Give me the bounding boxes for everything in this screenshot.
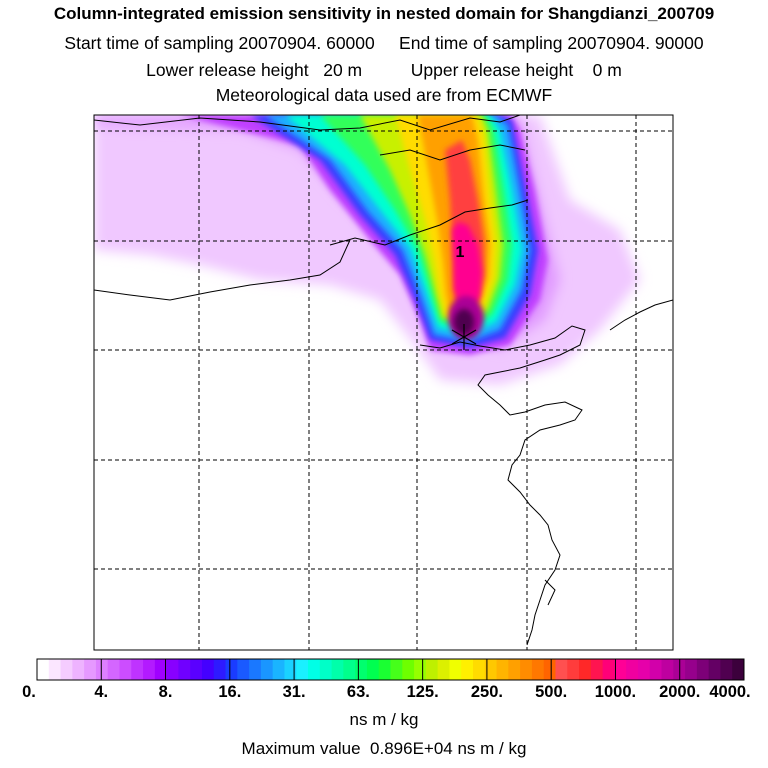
colorbar-swatch — [119, 659, 132, 680]
colorbar-tick-label: 500. — [535, 683, 568, 701]
sampling-time-line: Start time of sampling 20070904. 60000 E… — [64, 33, 704, 53]
colorbar-swatch — [378, 659, 391, 680]
colorbar-swatch — [590, 659, 604, 680]
colorbar-swatch — [308, 659, 321, 680]
colorbar-swatch — [437, 659, 450, 680]
colorbar-swatch — [249, 659, 262, 680]
colorbar-swatch — [201, 659, 215, 680]
colorbar-tick-label: 4. — [94, 683, 109, 701]
plume-level-14 — [454, 309, 474, 335]
colorbar-swatch — [425, 659, 439, 680]
colorbar-tick-label: 250. — [470, 683, 503, 701]
colorbar-swatch — [696, 659, 710, 680]
colorbar-swatch — [520, 659, 533, 680]
colorbar-swatch — [366, 659, 380, 680]
colorbar-swatch — [685, 659, 698, 680]
colorbar-swatch — [449, 659, 462, 680]
map-panel: 1 — [93, 114, 674, 651]
colorbar-swatch — [414, 659, 427, 680]
colorbar-swatch — [60, 659, 73, 680]
colorbar-swatch — [708, 659, 721, 680]
colorbar-tick-label: 16. — [218, 683, 242, 701]
release-height-line: Lower release height 20 m Upper release … — [146, 60, 622, 80]
colorbar-tick-label: 2000. — [659, 683, 701, 701]
colorbar-swatch — [626, 659, 639, 680]
colorbar-swatch — [661, 659, 674, 680]
colorbar-swatch — [531, 659, 545, 680]
lat-lon-grid — [94, 115, 673, 650]
colorbar-swatch — [614, 659, 627, 680]
colorbar-swatch — [237, 659, 250, 680]
colorbar-unit-label: ns m / kg — [349, 710, 419, 729]
map-frame — [93, 114, 674, 651]
colorbar-swatch — [190, 659, 203, 680]
colorbar-swatch — [48, 659, 62, 680]
colorbar-swatch — [225, 659, 238, 680]
colorbar-swatch — [131, 659, 144, 680]
colorbar-swatch — [496, 659, 509, 680]
colorbar-tick-label: 31. — [282, 683, 306, 701]
met-data-line: Meteorological data used are from ECMWF — [215, 85, 553, 105]
colorbar-swatch — [508, 659, 521, 680]
colorbar-tick-label: 4000. — [709, 683, 751, 701]
plume-level-12 — [452, 222, 482, 308]
colorbar-swatch — [72, 659, 85, 680]
colorbar-swatch — [543, 659, 556, 680]
colorbar-swatch — [732, 659, 745, 680]
colorbar-swatch — [84, 659, 97, 680]
colorbar-tick-label: 125. — [406, 683, 439, 701]
colorbar-swatch — [555, 659, 568, 680]
colorbar-swatch — [602, 659, 615, 680]
sensitivity-field — [94, 115, 640, 385]
colorbar-swatch — [637, 659, 651, 680]
colorbar-swatch — [720, 659, 733, 680]
colorbar-swatch — [107, 659, 120, 680]
colorbar-swatch — [390, 659, 403, 680]
colorbar-swatch — [213, 659, 227, 680]
colorbar-tick-label: 63. — [346, 683, 370, 701]
colorbar-swatch — [567, 659, 580, 680]
colorbar-swatch — [402, 659, 415, 680]
colorbar — [36, 658, 745, 681]
colorbar-swatch — [166, 659, 179, 680]
colorbar-swatch — [143, 659, 156, 680]
colorbar-swatch — [154, 659, 168, 680]
colorbar-swatch — [484, 659, 498, 680]
colorbar-swatch — [178, 659, 191, 680]
colorbar-swatch — [461, 659, 474, 680]
colorbar-swatch — [319, 659, 333, 680]
colorbar-swatch — [649, 659, 663, 680]
colorbar-frame — [36, 658, 745, 681]
colorbar-swatch — [331, 659, 344, 680]
colorbar-tick-label: 1000. — [594, 683, 637, 701]
colorbar-swatch — [355, 659, 368, 680]
maximum-value-text: Maximum value 0.896E+04 ns m / kg — [241, 739, 527, 758]
colorbar-swatch — [37, 659, 50, 680]
plot-title: Column-integrated emission sensitivity i… — [53, 4, 715, 23]
coastlines — [94, 115, 673, 646]
colorbar-swatch — [296, 659, 309, 680]
colorbar-swatch — [579, 659, 592, 680]
colorbar-swatch — [260, 659, 274, 680]
colorbar-swatch — [343, 659, 356, 680]
colorbar-swatch — [272, 659, 285, 680]
colorbar-swatch — [284, 659, 297, 680]
star-icon — [451, 324, 477, 350]
colorbar-swatch — [95, 659, 109, 680]
colorbar-swatch — [472, 659, 486, 680]
site-marker-label: 1 — [456, 244, 465, 261]
colorbar-tick-label: 8. — [158, 683, 173, 701]
colorbar-tick-label: 0. — [22, 683, 36, 701]
